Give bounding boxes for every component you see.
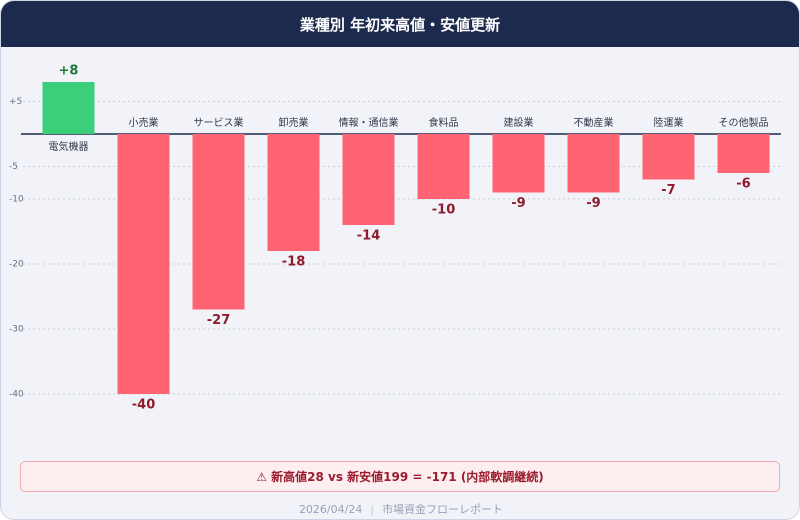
value-label: -18 [282,255,306,270]
y-tick-label: -40 [9,390,24,400]
x-tick-label: 小売業 [129,116,159,129]
x-tick-label: 食料品 [429,116,459,129]
chart: +5 -5 -10 -20 -30 -40 +8 電気機器 -40 小売業 -27 サービス業 -18 卸… [9,64,781,413]
bar [192,134,245,310]
value-label: +8 [59,64,79,79]
value-label: -40 [132,398,156,413]
date: 2026/04/24 [298,503,363,516]
value-label: -9 [586,196,600,211]
x-tick-label: 建設業 [504,116,534,129]
separator: | [370,503,375,516]
x-tick-label: 電気機器 [49,140,89,153]
value-label: -9 [511,196,525,211]
bar [642,134,695,180]
x-tick-label: サービス業 [194,116,244,129]
x-tick-label: 卸売業 [279,116,309,129]
bar [42,82,95,134]
value-label: -27 [207,313,231,328]
value-label: -14 [357,229,381,244]
y-tick-label: +5 [9,97,22,107]
value-label: -6 [736,177,750,192]
x-tick-label: 不動産業 [574,116,614,129]
x-tick-label: 陸運業 [654,116,684,129]
bar [717,134,770,173]
value-label: -10 [432,203,456,218]
x-tick-label: 情報・通信業 [339,116,399,129]
footer: 2026/04/24 | 市場資金フローレポート [1,501,799,517]
bar [342,134,395,225]
bar [117,134,170,394]
y-tick-label: -20 [9,260,24,270]
source: 市場資金フローレポート [382,503,504,516]
x-tick-label: その他製品 [719,116,769,129]
y-tick-label: -5 [9,162,18,172]
annotation: ⚠ 新高値28 vs 新安値199 = -171 (内部軟調継続) [20,461,780,492]
value-label: -7 [661,183,675,198]
bar [267,134,320,251]
bar [567,134,620,193]
chart-title: 業種別 年初来高値・安値更新 [1,1,799,47]
bar [492,134,545,193]
y-tick-label: -10 [9,195,24,205]
bar [417,134,470,199]
y-tick-label: -30 [9,325,24,335]
